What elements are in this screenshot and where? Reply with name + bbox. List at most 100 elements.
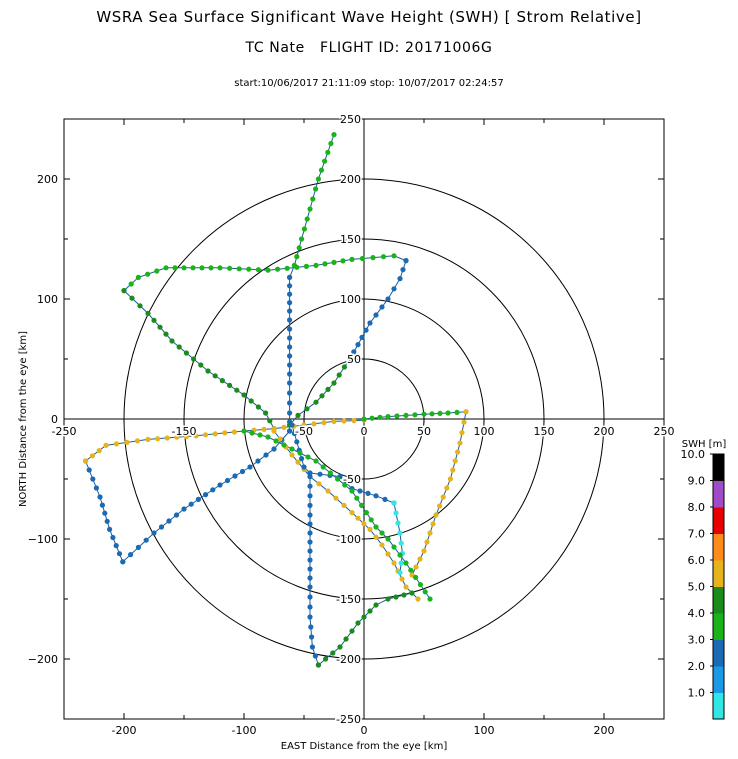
swh-point: [433, 512, 439, 518]
swh-point: [307, 206, 313, 212]
center-y-tick-label: 200: [340, 173, 361, 186]
swh-point: [413, 574, 419, 581]
range-ring-50: [303, 358, 425, 480]
swh-point: [385, 536, 391, 542]
swh-point: [193, 433, 199, 439]
swh-point: [210, 487, 216, 493]
center-y-tick-label: -100: [336, 533, 361, 546]
swh-point: [203, 432, 209, 438]
swh-point: [342, 482, 348, 488]
center-y-tick-label: 100: [340, 293, 361, 306]
swh-point: [412, 412, 418, 418]
swh-point: [323, 656, 329, 662]
swh-point: [310, 196, 316, 202]
swh-point: [327, 470, 333, 476]
x-tick-label: 100: [474, 724, 495, 737]
center-y-tick-label: 250: [340, 113, 361, 126]
swh-point: [231, 429, 237, 435]
swh-point: [313, 262, 319, 268]
colorbar-segment: [713, 666, 724, 693]
swh-point: [307, 548, 313, 554]
swh-point: [299, 236, 305, 242]
swh-point: [430, 521, 436, 527]
flight-leg-4: [349, 260, 407, 360]
swh-point: [307, 483, 313, 489]
center-x-tick-label: -150: [172, 425, 197, 438]
swh-point: [263, 452, 269, 458]
swh-point: [357, 488, 363, 494]
swh-point: [195, 496, 201, 502]
swh-point: [461, 419, 467, 425]
swh-point: [397, 570, 403, 576]
swh-point: [463, 409, 469, 415]
swh-point: [322, 158, 328, 164]
swh-point: [158, 524, 165, 530]
swh-point: [241, 392, 247, 398]
swh-point: [164, 435, 170, 441]
swh-point: [287, 380, 293, 386]
swh-point: [267, 418, 273, 424]
center-x-tick-label: 0: [361, 425, 368, 438]
flight-leg-15: [318, 592, 413, 666]
swh-point: [261, 426, 267, 432]
swh-point: [176, 344, 182, 350]
swh-point: [134, 438, 141, 444]
y-axis-title: NORTH Distance from the eye [km]: [18, 331, 29, 507]
swh-point: [234, 387, 240, 393]
center-x-tick-label: 200: [594, 425, 615, 438]
swh-point: [385, 596, 391, 602]
swh-point: [349, 256, 355, 262]
swh-point: [257, 432, 263, 438]
swh-point: [163, 265, 169, 271]
swh-point: [373, 493, 379, 499]
center-y-tick-label: -200: [336, 653, 361, 666]
swh-point: [307, 470, 313, 476]
x-tick-label: 0: [361, 724, 368, 737]
swh-point: [379, 542, 385, 548]
swh-point: [331, 259, 337, 265]
swh-point: [287, 300, 293, 306]
swh-point: [307, 521, 313, 527]
swh-point: [217, 265, 223, 271]
swh-point: [103, 442, 109, 448]
swh-point: [287, 428, 293, 434]
colorbar-label: 2.0: [688, 660, 706, 673]
swh-point: [287, 362, 293, 368]
swh-point: [110, 534, 116, 541]
swh-point: [307, 604, 313, 610]
swh-point: [287, 283, 293, 289]
swh-point: [135, 274, 141, 280]
swh-point: [393, 594, 399, 600]
swh-point: [313, 399, 319, 405]
swh-point: [99, 502, 105, 508]
range-ring-150: [183, 238, 545, 600]
swh-point: [447, 476, 453, 482]
swh-point: [113, 543, 119, 549]
swh-point: [307, 512, 313, 518]
swh-point: [219, 378, 225, 384]
swh-point: [275, 266, 281, 272]
swh-point: [380, 254, 387, 260]
colorbar-title: SWH [m]: [682, 439, 727, 450]
swh-point: [107, 526, 113, 533]
swh-point: [391, 560, 397, 566]
swh-point: [128, 281, 134, 287]
swh-point: [315, 176, 321, 182]
swh-point: [83, 458, 89, 464]
chart-title: WSRA Sea Surface Significant Wave Height…: [96, 8, 642, 26]
swh-point: [454, 409, 460, 415]
swh-point: [351, 418, 357, 424]
swh-point: [335, 476, 341, 482]
swh-point: [413, 564, 419, 570]
swh-point: [305, 454, 311, 460]
swh-point: [333, 495, 339, 501]
swh-point: [307, 557, 313, 563]
swh-point: [309, 644, 315, 650]
swh-point: [365, 490, 371, 496]
swh-point: [369, 415, 375, 421]
swh-point: [145, 271, 151, 277]
colorbar-segment: [713, 560, 724, 587]
swh-point: [395, 520, 401, 526]
swh-point: [157, 324, 163, 330]
